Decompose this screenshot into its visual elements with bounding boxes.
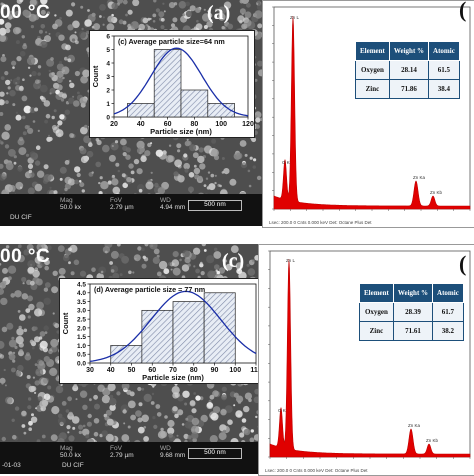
scale-bar-bottom: 500 nm [188,448,242,459]
sem-image-bottom: 00 °C (c) 30 40 50 60 70 80 90 100 110 0.0 0.5 1.0 1… [0,244,262,474]
infobar-left-text: DU CIF [10,214,32,221]
panel-letter-b: ( [459,0,467,22]
eds-footer-bottom: Lsec: 200.0 0 Cnts 0.000 keV Det: Octane… [265,468,368,473]
y-tick-label: 4 [106,60,110,67]
x-tick-label: 20 [110,121,118,128]
y-axis-label: Count [61,312,70,334]
peak-label: Zn L [286,258,296,263]
y-tick-label: 5 [106,47,110,54]
y-tick-label: 3 [106,74,110,81]
x-tick-label: 30 [86,367,94,374]
y-tick-label: 2 [106,87,110,94]
eds-spectrum-bottom: Zn L O K Zn Ka Zn Kb ( Element Weight % Atomi… [258,244,474,476]
y-tick-label: 4.0 [77,290,86,297]
eds-footer-top: Lsec: 200.0 0 Cnts 0.000 keV Det: Octane… [269,220,372,225]
y-tick-label: 0.5 [77,352,86,359]
y-tick-label: 1 [106,101,110,108]
eds-spectrum-top-plot: Zn L O K Zn Ka Zn Kb [272,6,471,211]
infobar-wd: WD 4.94 mm [160,197,186,211]
infobar-date: -01-03 [2,462,21,469]
y-tick-label: 2.5 [77,317,86,324]
histogram-top-plot: 20 40 60 80 100 120 0 1 2 3 4 5 6 (c) Average particl… [91,33,254,136]
chart-title: (c) Average particle size=64 nm [118,37,225,46]
sem-infobar-top: DU CIF Mag 50.0 kx FoV 2.79 µm WD 4.94 mm 5… [0,194,262,226]
x-tick-label: 60 [164,121,172,128]
x-tick-label: 90 [211,367,219,374]
x-tick-label: 110 [250,367,261,374]
infobar-wd-bottom: WD 9.68 mm [160,445,186,459]
peak-label: O K [282,160,290,165]
histogram-bottom: 30 40 50 60 70 80 90 100 110 0.0 0.5 1.0 1.5 2.0 2.5 3.… [59,278,262,384]
x-tick-label: 80 [190,367,198,374]
temperature-label-top: 00 °C [0,2,51,23]
y-tick-label: 0 [106,114,110,121]
peak-label: Zn Ka [408,423,421,428]
infobar-fov: FoV 2.79 µm [110,197,134,211]
eds-spectrum-bottom-plot: Zn L O K Zn Ka Zn Kb [268,250,471,459]
spectrum-trace [269,259,471,458]
histogram-bar [180,89,209,118]
spectrum-frame [273,6,471,210]
eds-spectrum-top: Zn L O K Zn Ka Zn Kb ( Element Weight % Atomi… [262,0,474,228]
x-tick-label: 120 [242,121,254,128]
x-tick-label: 100 [215,121,227,128]
y-tick-label: 3.0 [77,308,86,315]
temperature-label-bottom: 00 °C [0,246,51,267]
peak-label: O K [278,408,286,413]
panel-letter-d: ( [459,251,467,276]
y-tick-label: 2.0 [77,325,86,332]
histogram-bar [127,103,155,118]
histogram-bar [141,309,174,364]
histogram-bar [172,301,205,364]
histogram-bar [203,292,236,364]
histogram-top: 20 40 60 80 100 120 0 1 2 3 4 5 6 (c) Average particl… [89,30,255,138]
x-tick-label: 50 [128,367,136,374]
spectrum-trace [273,16,471,210]
y-tick-label: 6 [106,33,110,40]
spectrum-frame [269,250,471,458]
y-tick-label: 3.5 [77,299,86,306]
y-axis-label: Count [91,65,100,87]
infobar-fov-bottom: FoV 2.79 µm [110,445,134,459]
composition-table-top: Element Weight % Atomic Oxygen 28.14 61.5 Zi… [355,41,460,99]
y-tick-label: 1.5 [77,334,86,341]
peak-label: Zn L [290,15,300,20]
infobar-mag-bottom: Mag 50.0 kx [60,445,81,459]
panel-letter-a: (a) [207,2,231,24]
histogram-bar [153,49,182,118]
infobar-mag: Mag 50.0 kx [60,197,81,211]
histogram-bottom-plot: 30 40 50 60 70 80 90 100 110 0.00.5 1.0 1.5 2.02.5 3.… [61,281,262,382]
chart-title: (d) Average particle size = 77 nm [94,285,205,294]
infobar-left-text-bottom: DU CIF [62,462,84,469]
peak-label: Zn Kb [426,438,439,443]
peak-label: Zn Kb [430,190,443,195]
scale-bar-top: 500 nm [188,200,242,211]
composition-table-bottom: Element Weight % Atomic Oxygen 28.39 61.7 Zi… [359,283,464,341]
panel-letter-c: (c) [222,250,245,272]
x-tick-label: 40 [137,121,145,128]
x-tick-label: 70 [169,367,177,374]
x-axis-label: Particle size (nm) [150,127,212,136]
x-tick-label: 60 [148,367,156,374]
x-tick-label: 40 [107,367,115,374]
sem-infobar-bottom: -01-03 DU CIF Mag 50.0 kx FoV 2.79 µm WD 9.… [0,442,262,474]
gaussian-fit-curve [113,47,249,117]
peak-label: Zn Ka [413,175,426,180]
gaussian-fit-curve [89,290,257,363]
y-tick-label: 4.5 [77,281,86,288]
x-tick-label: 100 [229,367,241,374]
x-tick-label: 80 [191,121,199,128]
sem-image-top: 00 °C (a) 20 40 60 80 100 120 0 1 2 3 4 5 6 (c) Avera… [0,0,262,226]
y-tick-label: 1.0 [77,343,86,350]
x-axis-label: Particle size (nm) [142,373,204,382]
y-tick-label: 0.0 [77,360,86,367]
